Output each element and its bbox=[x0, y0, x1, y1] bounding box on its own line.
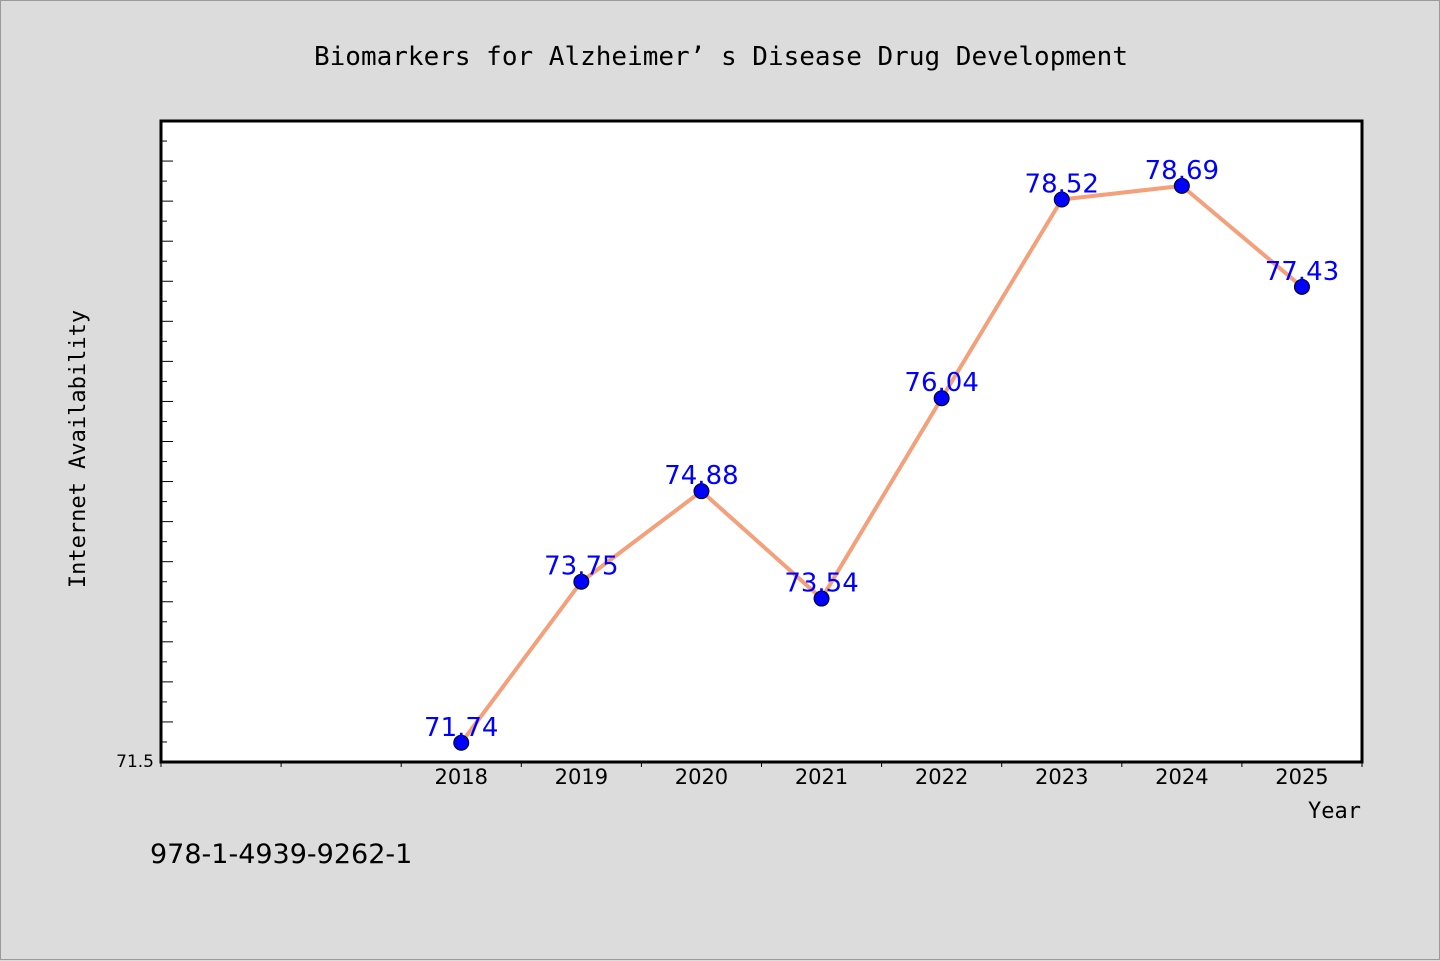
isbn-text: 978-1-4939-9262-1 bbox=[150, 839, 412, 870]
x-tick-label: 2020 bbox=[675, 765, 728, 789]
y-tick-label: 71.5 bbox=[116, 752, 154, 772]
x-tick-label: 2025 bbox=[1275, 765, 1328, 789]
x-axis-ticks: 2018 2019 2020 2021 2022 2023 2024 2025 bbox=[160, 762, 1363, 789]
data-point bbox=[1293, 278, 1310, 295]
data-label: 73.75 bbox=[544, 552, 618, 582]
plot-border bbox=[159, 119, 1364, 764]
x-tick-label: 2022 bbox=[915, 765, 968, 789]
data-point bbox=[813, 590, 830, 607]
x-tick-label: 2024 bbox=[1155, 765, 1208, 789]
x-tick-label: 2018 bbox=[435, 765, 488, 789]
x-tick-label: 2023 bbox=[1035, 765, 1088, 789]
y-axis-label: Internet Availability bbox=[66, 310, 91, 588]
x-axis-label: Year bbox=[1308, 799, 1361, 824]
data-point bbox=[573, 573, 590, 590]
data-point bbox=[453, 734, 470, 751]
data-label: 77.43 bbox=[1265, 257, 1339, 287]
data-label: 76.04 bbox=[904, 368, 978, 398]
data-label: 78.52 bbox=[1025, 170, 1099, 200]
data-point bbox=[1053, 191, 1070, 208]
data-point bbox=[1173, 177, 1190, 194]
x-tick-label: 2021 bbox=[795, 765, 848, 789]
data-labels: 71.74 73.75 74.88 73.54 76.04 78.52 78.69 77.43 bbox=[424, 156, 1339, 743]
data-point bbox=[933, 390, 950, 407]
data-label: 73.54 bbox=[784, 569, 858, 599]
data-label: 74.88 bbox=[664, 461, 738, 491]
series-line bbox=[459, 183, 1304, 745]
data-label: 78.69 bbox=[1145, 156, 1219, 186]
series-layer bbox=[453, 177, 1310, 751]
chart-title: Biomarkers for Alzheimer’ s Disease Drug… bbox=[314, 42, 1128, 72]
x-tick-label: 2019 bbox=[555, 765, 608, 789]
data-label: 71.74 bbox=[424, 713, 498, 743]
plot-area bbox=[161, 121, 1362, 762]
data-point bbox=[693, 483, 710, 500]
